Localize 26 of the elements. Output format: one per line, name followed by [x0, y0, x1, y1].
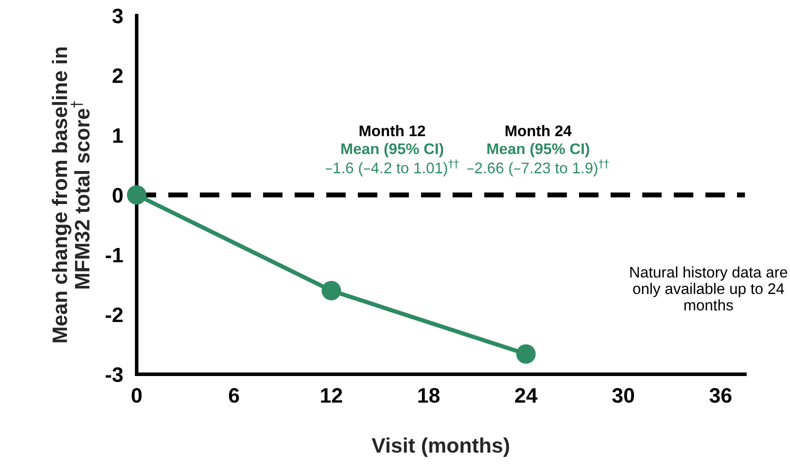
x-tick-label: 6	[228, 388, 240, 403]
annotation: Mean (95% CI)	[341, 142, 444, 158]
x-tick-label: 0	[132, 388, 142, 403]
annotation: Month 24	[506, 125, 572, 136]
x-tick-label: 12	[321, 388, 342, 403]
y-tick-label: 0	[112, 188, 123, 203]
annotation: Month 12	[360, 125, 426, 136]
y-tick-label: 1	[113, 128, 123, 143]
x-tick-label: 36	[710, 388, 732, 403]
annotation: Natural history data are only available up to 24 months	[630, 266, 788, 311]
annotation: Mean (95% CI)	[487, 142, 590, 158]
y-axis-title: Mean change from baseline in MFM32 total score$^{†}$	[52, 47, 90, 342]
annotation: –1.6 (–4.2 to 1.01)$^{††}$	[326, 160, 459, 176]
x-tick-label: 18	[418, 388, 440, 403]
point	[322, 280, 342, 300]
y-tick-label: 3	[112, 8, 123, 24]
x-axis-title: Visit (months)	[372, 437, 510, 457]
point	[126, 185, 146, 205]
y-tick-label: -3	[106, 367, 123, 382]
x-tick-label: 24	[515, 388, 538, 403]
annotation: –2.66 (–7.23 to 1.9)$^{††}$	[467, 160, 609, 176]
y-tick-label: -1	[106, 248, 123, 262]
y-tick-label: -2	[106, 308, 123, 322]
y-tick-label: 2	[112, 68, 123, 83]
x-tick-label: 30	[612, 388, 634, 403]
point	[516, 344, 536, 364]
